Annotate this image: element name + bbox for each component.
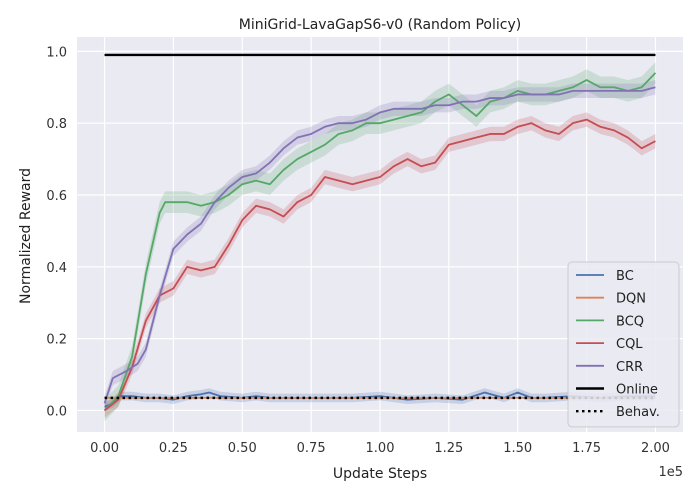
legend: BC DQN BCQ CQL CRR Online Behav. xyxy=(567,261,680,428)
legend-label-bcq: BCQ xyxy=(616,314,644,329)
x-tick-label: 2.00 xyxy=(641,441,670,456)
x-tick-label: 1.00 xyxy=(366,441,395,456)
x-tick-label: 0.75 xyxy=(297,441,326,456)
y-tick-label: 0.0 xyxy=(46,404,67,419)
y-tick-label: 0.8 xyxy=(46,117,67,132)
bc-band xyxy=(104,388,656,412)
x-tick-label: 1.50 xyxy=(503,441,532,456)
x-axis-multiplier: 1e5 xyxy=(658,465,683,480)
x-axis-label: Update Steps xyxy=(333,466,427,482)
x-tick-label: 1.25 xyxy=(434,441,463,456)
legend-box xyxy=(567,261,680,428)
legend-label-behav: Behav. xyxy=(616,405,660,420)
legend-label-cql: CQL xyxy=(616,337,643,352)
series-lines xyxy=(103,53,657,412)
x-tick-label: 1.75 xyxy=(572,441,601,456)
x-tick-label: 0.25 xyxy=(159,441,188,456)
chart-title: MiniGrid-LavaGapS6-v0 (Random Policy) xyxy=(239,17,521,33)
y-axis-label: Normalized Reward xyxy=(18,168,34,304)
legend-label-crr: CRR xyxy=(616,360,643,375)
x-tick-label: 0.50 xyxy=(228,441,257,456)
legend-label-dqn: DQN xyxy=(616,292,646,307)
bcq-line xyxy=(103,72,657,412)
y-tick-label: 0.6 xyxy=(46,189,67,204)
y-tick-label: 0.4 xyxy=(46,261,67,276)
confidence-bands xyxy=(104,62,656,422)
x-tick-label: 0.00 xyxy=(90,441,119,456)
legend-label-online: Online xyxy=(616,383,658,398)
cql-line xyxy=(103,118,656,412)
x-axis-ticks: 0.00 0.25 0.50 0.75 1.00 1.25 1.50 1.75 2.00 xyxy=(90,441,670,456)
legend-label-bc: BC xyxy=(616,269,634,284)
crr-line xyxy=(103,86,656,404)
y-tick-label: 0.2 xyxy=(46,333,67,348)
y-axis-ticks: 0.0 0.2 0.4 0.6 0.8 1.0 xyxy=(46,45,67,419)
cql-band xyxy=(104,112,656,418)
bcq-band xyxy=(104,62,656,422)
y-tick-label: 1.0 xyxy=(46,45,67,60)
